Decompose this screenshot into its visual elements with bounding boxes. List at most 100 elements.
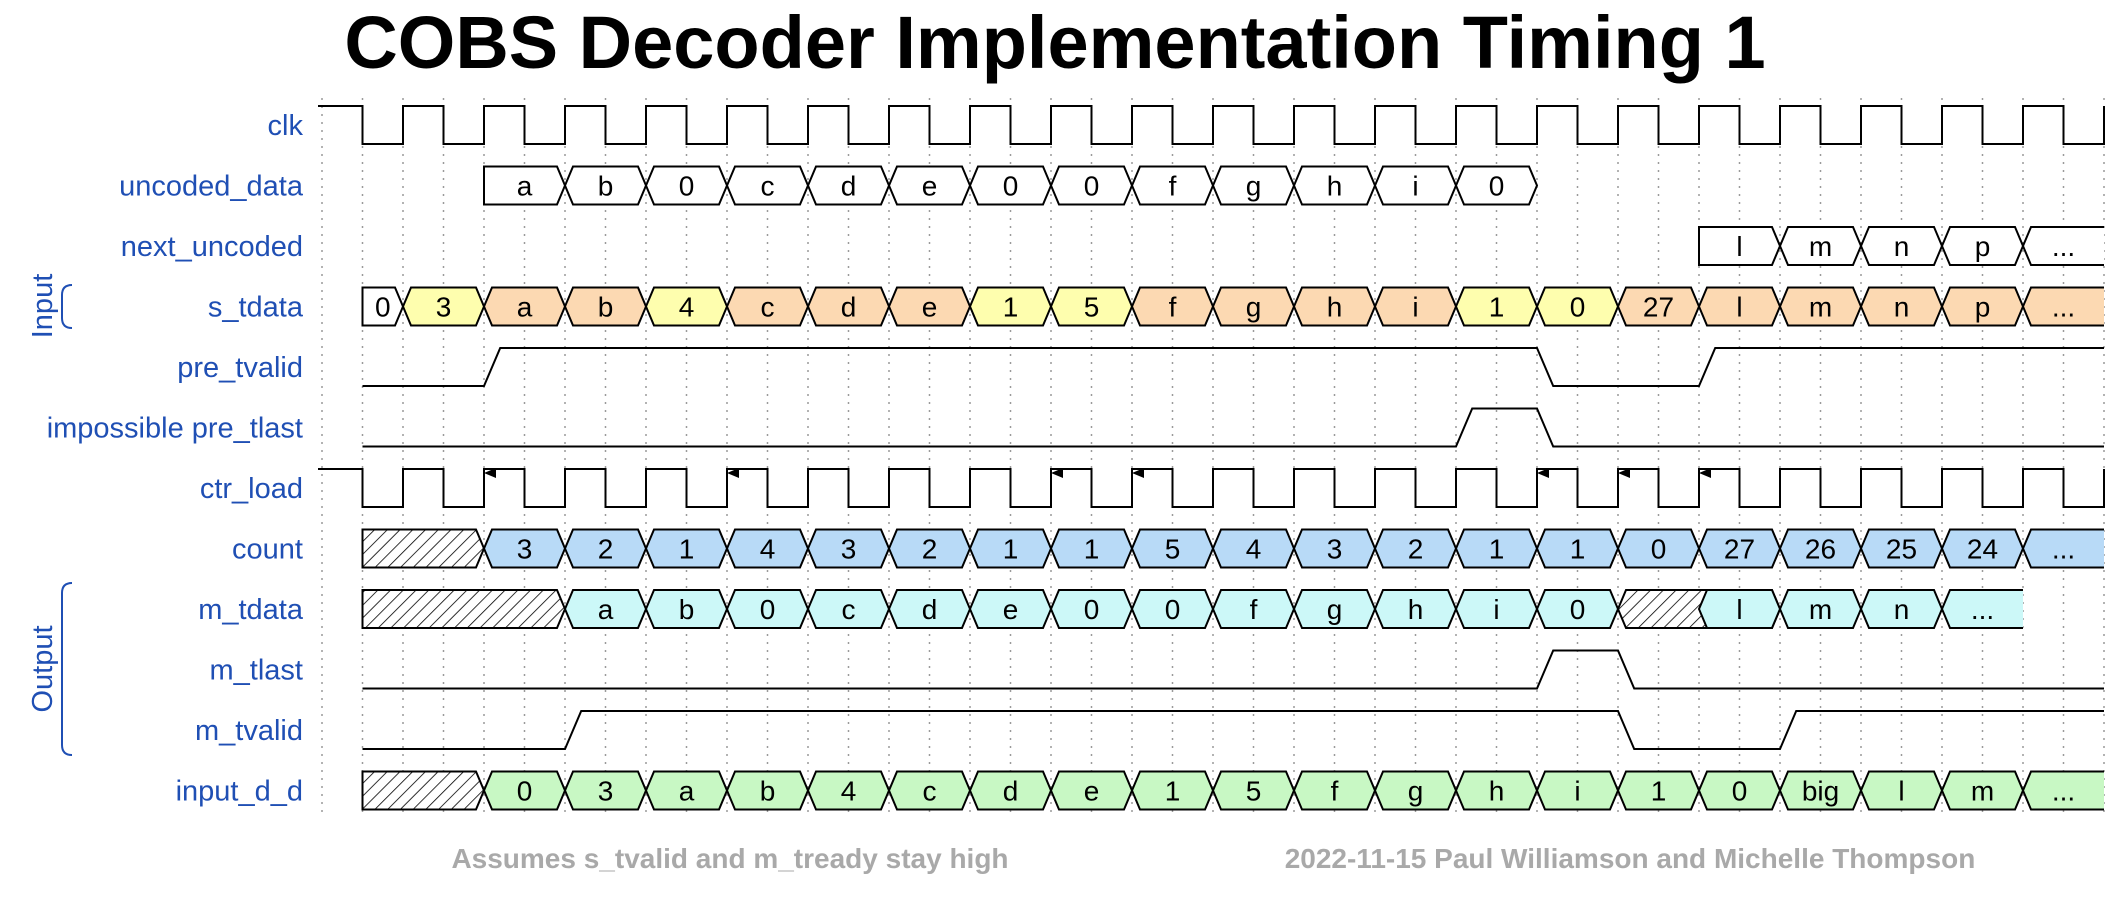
bus-value: p	[1975, 231, 1991, 262]
bus-value: 5	[1084, 292, 1100, 323]
bus-cell	[482, 528, 567, 569]
bus-cell	[563, 770, 648, 811]
bus-cell	[563, 165, 648, 206]
signal-label-uncoded-data: uncoded_data	[119, 171, 304, 203]
bus-value: 0	[517, 776, 533, 807]
bus-cell	[887, 589, 972, 629]
clock-trace	[318, 105, 2105, 145]
bus-cell-fill	[2023, 771, 2104, 810]
bus-value: 1	[1084, 534, 1100, 565]
bus-value: n	[1894, 231, 1910, 262]
bus-cell	[361, 286, 405, 327]
bus-value: i	[1493, 594, 1499, 625]
bus-value: l	[1736, 292, 1742, 323]
signal-label-impossible-pre-tlast: impossible pre_tlast	[47, 413, 303, 445]
bus-cell	[1292, 286, 1377, 327]
bus-value: 0	[1165, 594, 1181, 625]
waveform-count: 3 2 1 4 3 2 1 1 5 4 3 2 1 1 0 27 26 25 24...	[361, 528, 2104, 569]
level-trace	[362, 649, 2104, 690]
bus-cell	[1130, 589, 1215, 629]
bus-cell	[1616, 286, 1701, 327]
bus-value: 0	[1084, 171, 1100, 202]
waveform-s-tdata: 0 3 a b 4 c d e 1 5 f g h i 1 0 27 l m n p...	[361, 286, 2104, 327]
bus-value: b	[679, 594, 695, 625]
bus-cell	[1535, 589, 1620, 629]
bus-cell	[1940, 226, 2025, 266]
bus-cell	[806, 589, 891, 629]
input-group-label: Input	[27, 274, 59, 339]
bus-value: 3	[517, 534, 533, 565]
bus-cell	[644, 286, 729, 327]
bus-value: m	[1809, 292, 1832, 323]
bus-cell	[887, 286, 972, 327]
bus-cell	[968, 286, 1053, 327]
output-group-bracket	[61, 582, 73, 756]
bus-cell	[1778, 286, 1863, 327]
bus-cell	[806, 770, 891, 811]
bus-cell	[1778, 226, 1863, 266]
signal-labels: clk uncoded_data next_uncoded s_tdata pre_tv…	[47, 110, 304, 808]
bus-cell	[644, 165, 729, 206]
bus-value: ...	[2052, 776, 2075, 807]
level-trace	[362, 347, 2104, 387]
bus-cell	[1697, 770, 1782, 811]
bus-value: a	[679, 776, 695, 807]
bus-value: 1	[1003, 534, 1019, 565]
bus-value: 0	[1651, 534, 1667, 565]
bus-cell-outline	[2021, 528, 2104, 569]
bus-cell	[1859, 286, 1944, 327]
bus-value: 0	[679, 171, 695, 202]
level-trace	[362, 710, 2104, 750]
bus-value: 0	[1489, 171, 1505, 202]
bus-cell	[887, 165, 972, 206]
bus-value: ...	[1971, 594, 1994, 625]
bus-value: 5	[1165, 534, 1181, 565]
bus-cell	[644, 528, 729, 569]
bus-cell	[1292, 528, 1377, 569]
bus-cell	[1049, 770, 1134, 811]
bus-cell	[1859, 226, 1944, 266]
bus-value: l	[1898, 776, 1904, 807]
bus-value: 2	[922, 534, 938, 565]
bus-cell-outline	[2021, 286, 2104, 327]
bus-cell	[1049, 528, 1134, 569]
bus-value: 26	[1805, 534, 1836, 565]
bus-value: a	[517, 171, 533, 202]
bus-value: 3	[841, 534, 857, 565]
bus-cell	[1049, 286, 1134, 327]
bus-value: c	[761, 171, 775, 202]
bus-value: 1	[1003, 292, 1019, 323]
input-group: Input	[27, 274, 73, 339]
bus-value: 4	[1246, 534, 1262, 565]
signal-label-ctr-load: ctr_load	[200, 473, 303, 505]
bus-value: 3	[598, 776, 614, 807]
footer-assumption: Assumes s_tvalid and m_tready stay high	[451, 843, 1008, 874]
bus-value: d	[841, 171, 857, 202]
bus-value: c	[923, 776, 937, 807]
signal-label-m-tvalid: m_tvalid	[195, 715, 303, 747]
output-group-label: Output	[27, 625, 59, 712]
bus-value: b	[598, 171, 614, 202]
bus-value: h	[1489, 776, 1505, 807]
bus-cell	[1940, 770, 2025, 811]
bus-cell	[1130, 165, 1215, 206]
bus-cell	[725, 165, 810, 206]
input-group-bracket	[61, 284, 73, 329]
waveform-m-tlast	[362, 649, 2104, 690]
bus-value: h	[1408, 594, 1424, 625]
bus-value: 2	[1408, 534, 1424, 565]
signal-label-clk: clk	[268, 110, 304, 142]
waveform-next-uncoded: l m n p...	[1698, 226, 2104, 266]
bus-value: ...	[2052, 292, 2075, 323]
bus-value: 1	[1489, 534, 1505, 565]
bus-cell-outline	[2021, 226, 2104, 266]
undefined-region	[361, 770, 486, 811]
bus-cell	[1292, 589, 1377, 629]
bus-value: e	[922, 171, 938, 202]
bus-cell	[644, 589, 729, 629]
bus-value: i	[1412, 292, 1418, 323]
bus-cell	[968, 589, 1053, 629]
bus-cell	[1130, 286, 1215, 327]
bus-cell	[563, 528, 648, 569]
bus-cell	[1859, 770, 1944, 811]
